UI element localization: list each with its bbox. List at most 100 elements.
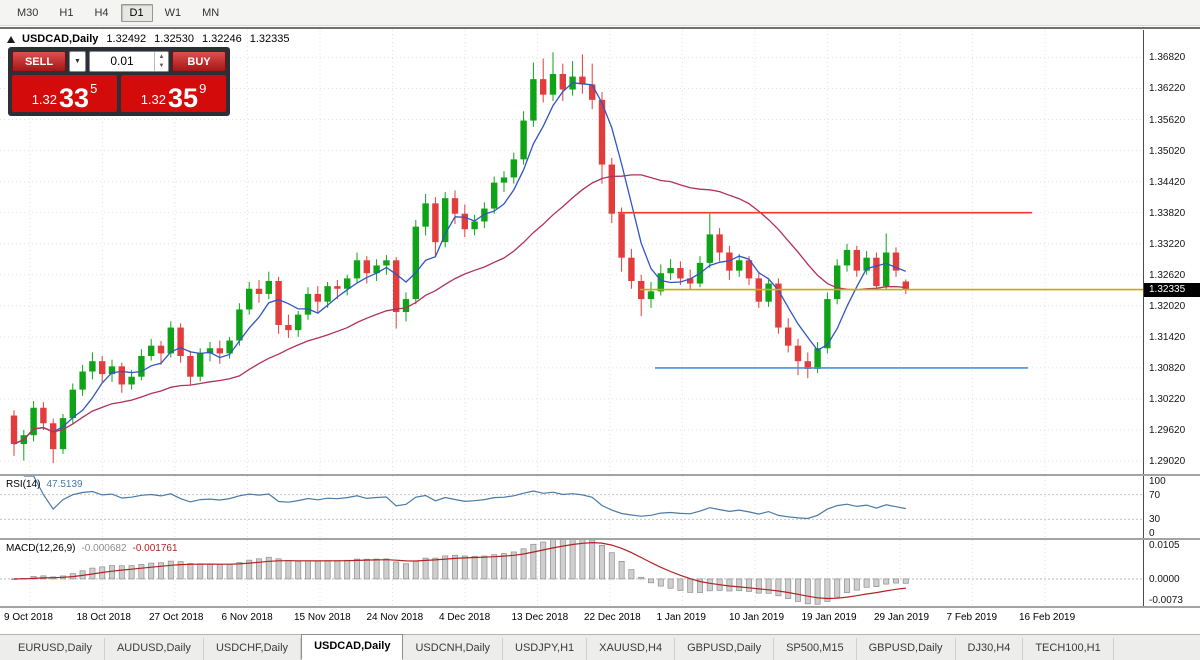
tab-tech100-h1[interactable]: TECH100,H1 (1023, 638, 1114, 660)
macd-histogram-bar (422, 557, 429, 580)
candle-body (324, 286, 331, 302)
price-tick-label: 1.29020 (1149, 456, 1186, 468)
timeframe-button-h4[interactable]: H4 (94, 6, 109, 19)
macd-histogram-bar (226, 563, 233, 580)
macd-histogram-bar (873, 578, 880, 587)
time-axis-label: 24 Nov 2018 (366, 612, 424, 623)
lot-size-value[interactable]: 0.01 (110, 54, 134, 68)
lot-decrease-button[interactable]: ▼ (158, 63, 165, 70)
macd-histogram-bar (569, 540, 576, 580)
macd-histogram-bar (550, 540, 556, 580)
candle-body (716, 234, 723, 253)
macd-histogram-bar (648, 578, 654, 584)
tab-sp500-m15[interactable]: SP500,M15 (774, 638, 857, 660)
macd-histogram-bar (893, 578, 899, 584)
price-tick-label: 1.29620 (1149, 425, 1186, 436)
time-axis-label: 7 Feb 2019 (946, 612, 998, 623)
macd-histogram-bar (775, 578, 782, 597)
candle-body (843, 249, 851, 266)
tab-usdcnh-daily[interactable]: USDCNH,Daily (403, 638, 504, 660)
order-type-dropdown[interactable]: ▼ (69, 51, 86, 72)
tab-usdcad-daily[interactable]: USDCAD,Daily (301, 634, 404, 660)
candle-body (402, 299, 410, 313)
macd-histogram-bar (618, 560, 625, 580)
macd-histogram-bar (246, 559, 253, 580)
candle-body (255, 288, 263, 294)
candle-body (246, 288, 253, 310)
candle-body (677, 268, 684, 279)
ask-big-figure: 1.32 (140, 92, 167, 107)
tab-gbpusd-daily[interactable]: GBPUSD,Daily (675, 638, 775, 660)
pane-separator[interactable] (0, 474, 1200, 476)
macd-histogram-bar (559, 540, 566, 580)
tab-xauusd-h4[interactable]: XAUUSD,H4 (587, 638, 676, 660)
lot-increase-button[interactable]: ▲ (158, 53, 165, 60)
ask-price-display[interactable]: 1.32 35 9 (121, 75, 226, 112)
macd-histogram-bar (706, 578, 713, 592)
macd-pane[interactable] (0, 540, 1143, 606)
candle-body (530, 79, 537, 121)
bid-price-display[interactable]: 1.32 33 5 (12, 75, 117, 112)
rsi-line (23, 476, 906, 520)
time-axis-label: 19 Jan 2019 (801, 612, 857, 623)
price-tick-label: 1.35020 (1149, 145, 1186, 157)
tab-usdchf-daily[interactable]: USDCHF,Daily (204, 638, 302, 660)
macd-histogram-bar (275, 558, 282, 580)
low-value: 1.32246 (201, 33, 242, 45)
symbol-marker-icon (7, 35, 15, 43)
price-tick-label: 1.33820 (1149, 207, 1186, 219)
candle-body (383, 260, 390, 266)
time-axis-label: 9 Oct 2018 (4, 612, 53, 623)
sell-button[interactable]: SELL (12, 51, 66, 72)
candle-body (265, 280, 272, 294)
candle-body (765, 283, 772, 302)
timeframe-button-mn[interactable]: MN (202, 6, 220, 19)
timeframe-button-d1[interactable]: D1 (120, 3, 153, 22)
tab-audusd-daily[interactable]: AUDUSD,Daily (105, 638, 204, 660)
candle-body (353, 260, 361, 279)
close-value: 1.32335 (249, 33, 290, 45)
candle-body (726, 252, 733, 271)
candle-body (510, 159, 517, 178)
lot-size-field[interactable]: 0.01 ▲ ▼ (89, 51, 169, 72)
tab-eurusd-daily[interactable]: EURUSD,Daily (6, 638, 105, 660)
macd-tick-label: -0.0073 (1149, 595, 1183, 606)
timeframe-button-m30[interactable]: M30 (17, 6, 39, 19)
time-axis-label: 22 Dec 2018 (584, 612, 641, 623)
candle-body (628, 257, 635, 281)
chart-symbol-label: USDCAD,Daily (22, 33, 99, 45)
pane-separator[interactable] (0, 538, 1200, 540)
candle-body (883, 252, 890, 287)
candle-body (363, 260, 370, 274)
rsi-label: RSI(14) (6, 479, 41, 490)
candle-body (657, 273, 664, 292)
candle-body (471, 221, 478, 230)
macd-histogram-bar (461, 555, 468, 580)
candle-body (99, 361, 106, 375)
rsi-tick-label: 70 (1149, 489, 1161, 501)
candle-body (804, 361, 811, 369)
macd-histogram-bar (667, 578, 674, 589)
rsi-pane[interactable] (0, 476, 1143, 538)
macd-histogram-bar (442, 555, 449, 580)
timeframe-button-h1[interactable]: H1 (59, 6, 74, 19)
tab-gbpusd-daily[interactable]: GBPUSD,Daily (857, 638, 956, 660)
buy-button[interactable]: BUY (172, 51, 226, 72)
macd-histogram-bar (354, 558, 360, 580)
tab-dj30-h4[interactable]: DJ30,H4 (956, 638, 1024, 660)
tab-usdjpy-h1[interactable]: USDJPY,H1 (503, 638, 588, 660)
candle-body (579, 76, 586, 85)
timeframe-button-w1[interactable]: W1 (164, 6, 182, 19)
price-tick-label: 1.30220 (1149, 393, 1186, 405)
macd-histogram-bar (207, 563, 213, 580)
time-axis-label: 4 Dec 2018 (439, 612, 491, 623)
candle-body (10, 415, 18, 444)
candle-body (187, 356, 194, 377)
candle-body (892, 252, 900, 271)
candle-body (118, 366, 125, 385)
candle-body (314, 293, 321, 302)
macd-histogram-bar (530, 543, 537, 580)
macd-histogram-bar (265, 556, 272, 580)
candle-body (549, 73, 557, 95)
